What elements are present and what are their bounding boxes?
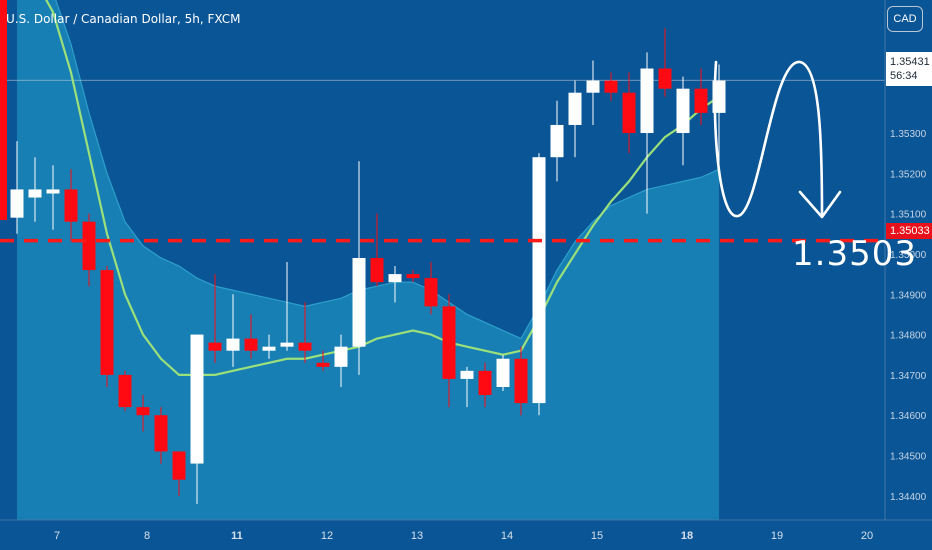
candle-body: [550, 124, 564, 158]
candle-body: [100, 270, 114, 375]
candle-body: [82, 221, 96, 271]
y-tick-label: 1.34700: [890, 371, 927, 382]
current-price: 1.35431: [890, 56, 930, 68]
candle-body: [208, 342, 222, 351]
y-tick-label: 1.35200: [890, 169, 927, 180]
x-tick-label: 20: [861, 530, 873, 542]
candle-body: [118, 374, 132, 408]
candle-body: [370, 257, 384, 283]
candle-body: [190, 334, 204, 464]
y-tick-label: 1.34800: [890, 331, 927, 342]
x-tick-label: 11: [231, 530, 243, 542]
current-price-label: 1.35431 56:34: [886, 52, 932, 86]
bar-countdown: 56:34: [890, 70, 918, 82]
candle-body: [352, 257, 366, 347]
x-tick-label: 19: [771, 530, 783, 542]
x-tick-label: 14: [501, 530, 513, 542]
candle-body: [46, 189, 60, 194]
y-tick-label: 1.34400: [890, 492, 927, 503]
candle-body: [622, 92, 636, 134]
x-tick-label: 15: [591, 530, 603, 542]
y-tick-label: 1.34600: [890, 411, 927, 422]
candle-body: [298, 342, 312, 351]
candle-body: [226, 338, 240, 351]
candle-body: [676, 88, 690, 134]
candle-body: [460, 370, 474, 379]
candle-body: [478, 370, 492, 396]
candle-body: [28, 189, 42, 198]
candle-body: [262, 346, 276, 351]
candle-body: [514, 358, 528, 404]
candle-body: [388, 274, 402, 283]
arrow-head: [798, 190, 842, 219]
candle-body: [316, 362, 330, 367]
left-edge-candle: [0, 0, 7, 220]
candle-body: [172, 451, 186, 480]
x-tick-label: 8: [144, 530, 150, 542]
y-tick-label: 1.35300: [890, 129, 927, 140]
candle-body: [334, 346, 348, 367]
candle-body: [586, 80, 600, 93]
candle-body: [280, 342, 294, 347]
candle-body: [406, 274, 420, 279]
candle-body: [496, 358, 510, 387]
candle-body: [640, 68, 654, 134]
candle-body: [568, 92, 582, 125]
x-tick-label: 12: [321, 530, 333, 542]
candle-body: [532, 157, 546, 404]
x-tick-label: 18: [681, 530, 693, 542]
x-tick-label: 7: [54, 530, 60, 542]
price-axis: [885, 0, 932, 550]
y-tick-label: 1.34500: [890, 452, 927, 463]
time-axis: [0, 520, 932, 550]
candle-body: [64, 189, 78, 222]
y-tick-label: 1.35000: [890, 250, 927, 261]
arrow-curve: [713, 60, 824, 218]
candle-body: [604, 80, 618, 93]
ema-line: [44, 0, 720, 376]
candle-body: [10, 189, 24, 218]
candle-body: [424, 278, 438, 307]
x-tick-label: 13: [411, 530, 423, 542]
candle-body: [658, 68, 672, 89]
candle-body: [244, 338, 258, 351]
candle-body: [442, 306, 456, 379]
candle-body: [154, 415, 168, 452]
candle-body: [136, 407, 150, 416]
y-tick-label: 1.35100: [890, 210, 927, 221]
target-label: 1.3503: [792, 234, 917, 274]
level-price-label: 1.35033: [886, 223, 932, 239]
currency-button[interactable]: CAD: [887, 6, 923, 32]
y-tick-label: 1.34900: [890, 290, 927, 301]
chart-title: U.S. Dollar / Canadian Dollar, 5h, FXCM: [6, 12, 241, 26]
candle-body: [694, 88, 708, 113]
